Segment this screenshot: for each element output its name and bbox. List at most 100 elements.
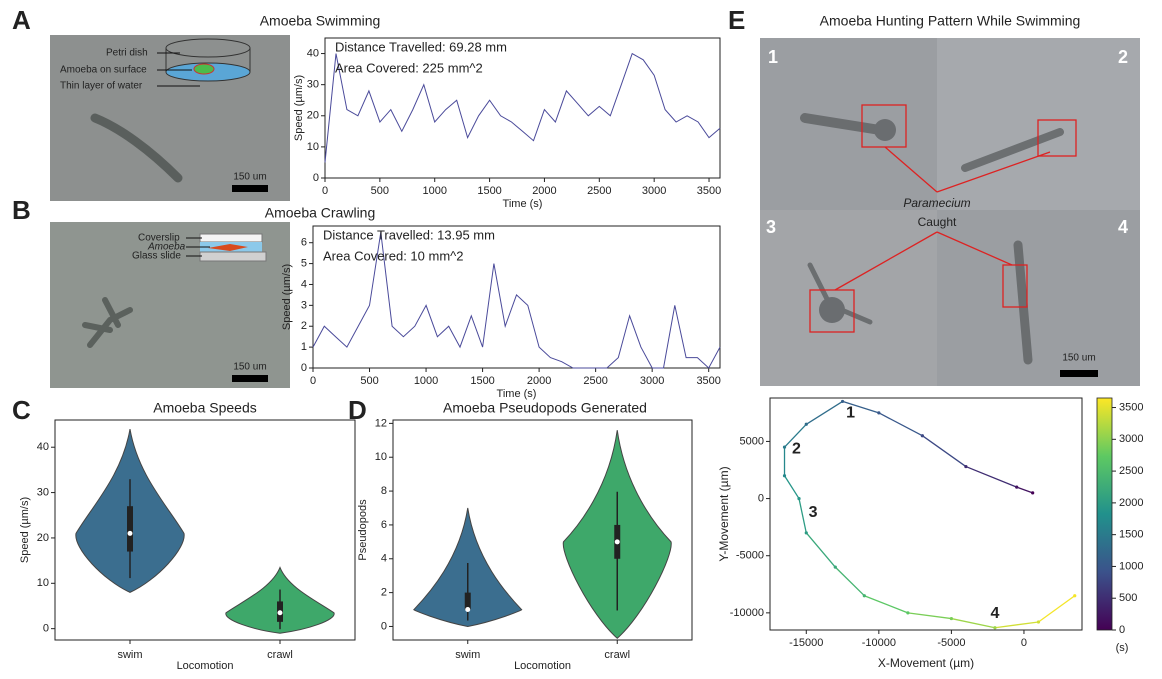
trajectory-segment [951, 617, 996, 629]
frame-label: 3 [766, 217, 776, 237]
y-tick-label: 0 [381, 620, 387, 632]
chart-title: Amoeba Pseudopods Generated [443, 400, 647, 416]
x-tick-label: -5000 [937, 637, 965, 649]
callout: Paramecium [903, 196, 970, 210]
colorbar-tick-label: 1500 [1119, 529, 1143, 541]
y-axis-label: Y-Movement (µm) [717, 466, 731, 561]
x-tick-label: -10000 [862, 637, 896, 649]
x-axis-label: X-Movement (µm) [878, 656, 974, 670]
trajectory-annotation: 1 [846, 405, 855, 422]
x-tick-label: swim [455, 649, 480, 661]
x-tick-label: 1500 [470, 375, 494, 387]
y-tick-label: 10 [307, 141, 319, 153]
trajectory-segment [805, 532, 836, 568]
trajectory-point [1031, 491, 1035, 495]
photo-label: Amoeba on surface [60, 65, 147, 76]
panel-letter: D [348, 395, 367, 425]
x-tick-label: crawl [604, 649, 630, 661]
scale-bar-label: 150 um [233, 362, 266, 373]
photo-label: Coverslip [138, 233, 180, 244]
x-tick-label: 0 [322, 185, 328, 197]
y-tick-label: 0 [301, 362, 307, 374]
trajectory-segment [1038, 595, 1076, 623]
speed-line [324, 52, 721, 163]
x-tick-label: -15000 [789, 637, 823, 649]
chart-title: Amoeba Swimming [260, 13, 381, 29]
y-axis-label: Speed (µm/s) [293, 75, 305, 141]
photo-hunting [760, 38, 1140, 386]
y-axis-label: Speed (µm/s) [281, 264, 293, 330]
axes-frame [769, 397, 1083, 631]
colorbar [1096, 397, 1113, 631]
trajectory-segment [994, 621, 1039, 629]
colorbar-tick-label: 0 [1119, 624, 1125, 636]
trajectory-point [833, 565, 837, 569]
trajectory-point [920, 434, 924, 438]
x-tick-label: 2500 [587, 185, 611, 197]
trajectory-point [877, 411, 881, 415]
iqr-box [464, 592, 471, 610]
colorbar-tick-label: 3000 [1119, 433, 1143, 445]
x-tick-label: swim [117, 649, 142, 661]
trajectory-point [906, 611, 910, 615]
y-tick-label: 4 [381, 553, 387, 565]
callout: Caught [918, 215, 957, 229]
median [277, 610, 283, 616]
annotation: Distance Travelled: 13.95 mm [323, 227, 495, 242]
scale-bar-label: 150 um [1062, 353, 1095, 364]
y-tick-label: 10 [375, 451, 387, 463]
trajectory-segment [878, 412, 923, 437]
trajectory-point [804, 531, 808, 535]
trajectory-annotation: 2 [792, 440, 801, 457]
x-tick-label: 3500 [696, 375, 720, 387]
median [127, 530, 133, 536]
photo-crawl [50, 222, 290, 388]
annotation: Distance Travelled: 69.28 mm [335, 39, 507, 54]
trajectory-annotation: 4 [990, 605, 999, 622]
y-tick-label: 30 [307, 79, 319, 91]
chart-title: Amoeba Speeds [153, 400, 257, 416]
y-axis-label: Speed (µm/s) [19, 497, 31, 563]
trajectory-segment [965, 465, 1017, 488]
x-tick-label: 0 [1021, 637, 1027, 649]
colorbar-tick-label: 2500 [1119, 465, 1143, 477]
trajectory-point [840, 399, 845, 404]
photo-swim [50, 35, 290, 201]
photo-label: Glass slide [132, 251, 181, 262]
trajectory-point [782, 445, 787, 449]
colorbar-tick-label: 500 [1119, 592, 1137, 604]
panel-letter: C [12, 395, 31, 425]
trajectory-segment [864, 595, 909, 614]
y-tick-label: -10000 [730, 607, 764, 619]
trajectory-segment [907, 612, 952, 620]
photo-title: Amoeba Hunting Pattern While Swimming [820, 13, 1081, 29]
y-tick-label: 3 [301, 299, 307, 311]
x-tick-label: crawl [267, 649, 293, 661]
colorbar-label: (s) [1116, 642, 1129, 654]
trajectory-segment [783, 475, 800, 499]
trajectory-point [804, 422, 808, 426]
trajectory-segment [1016, 486, 1033, 494]
chart-title: Amoeba Crawling [265, 205, 376, 221]
y-axis-label: Pseudopods [357, 499, 369, 561]
y-tick-label: 6 [381, 519, 387, 531]
axes-frame [324, 37, 721, 179]
y-tick-label: 20 [307, 110, 319, 122]
y-tick-label: 30 [37, 486, 49, 498]
y-tick-label: 0 [758, 492, 764, 504]
y-tick-label: 2 [381, 587, 387, 599]
x-tick-label: 3000 [642, 185, 666, 197]
y-tick-label: 10 [37, 577, 49, 589]
axes-frame [54, 419, 356, 641]
iqr-box [127, 506, 133, 552]
x-tick-label: 3500 [697, 185, 721, 197]
colorbar-tick-label: 2000 [1119, 497, 1143, 509]
colorbar-tick-label: 3500 [1119, 401, 1143, 413]
y-tick-label: 0 [43, 623, 49, 635]
x-axis-label: Locomotion [514, 660, 571, 672]
y-tick-label: 40 [307, 47, 319, 59]
panel-letter: A [12, 5, 31, 35]
y-tick-label: 4 [301, 278, 307, 290]
